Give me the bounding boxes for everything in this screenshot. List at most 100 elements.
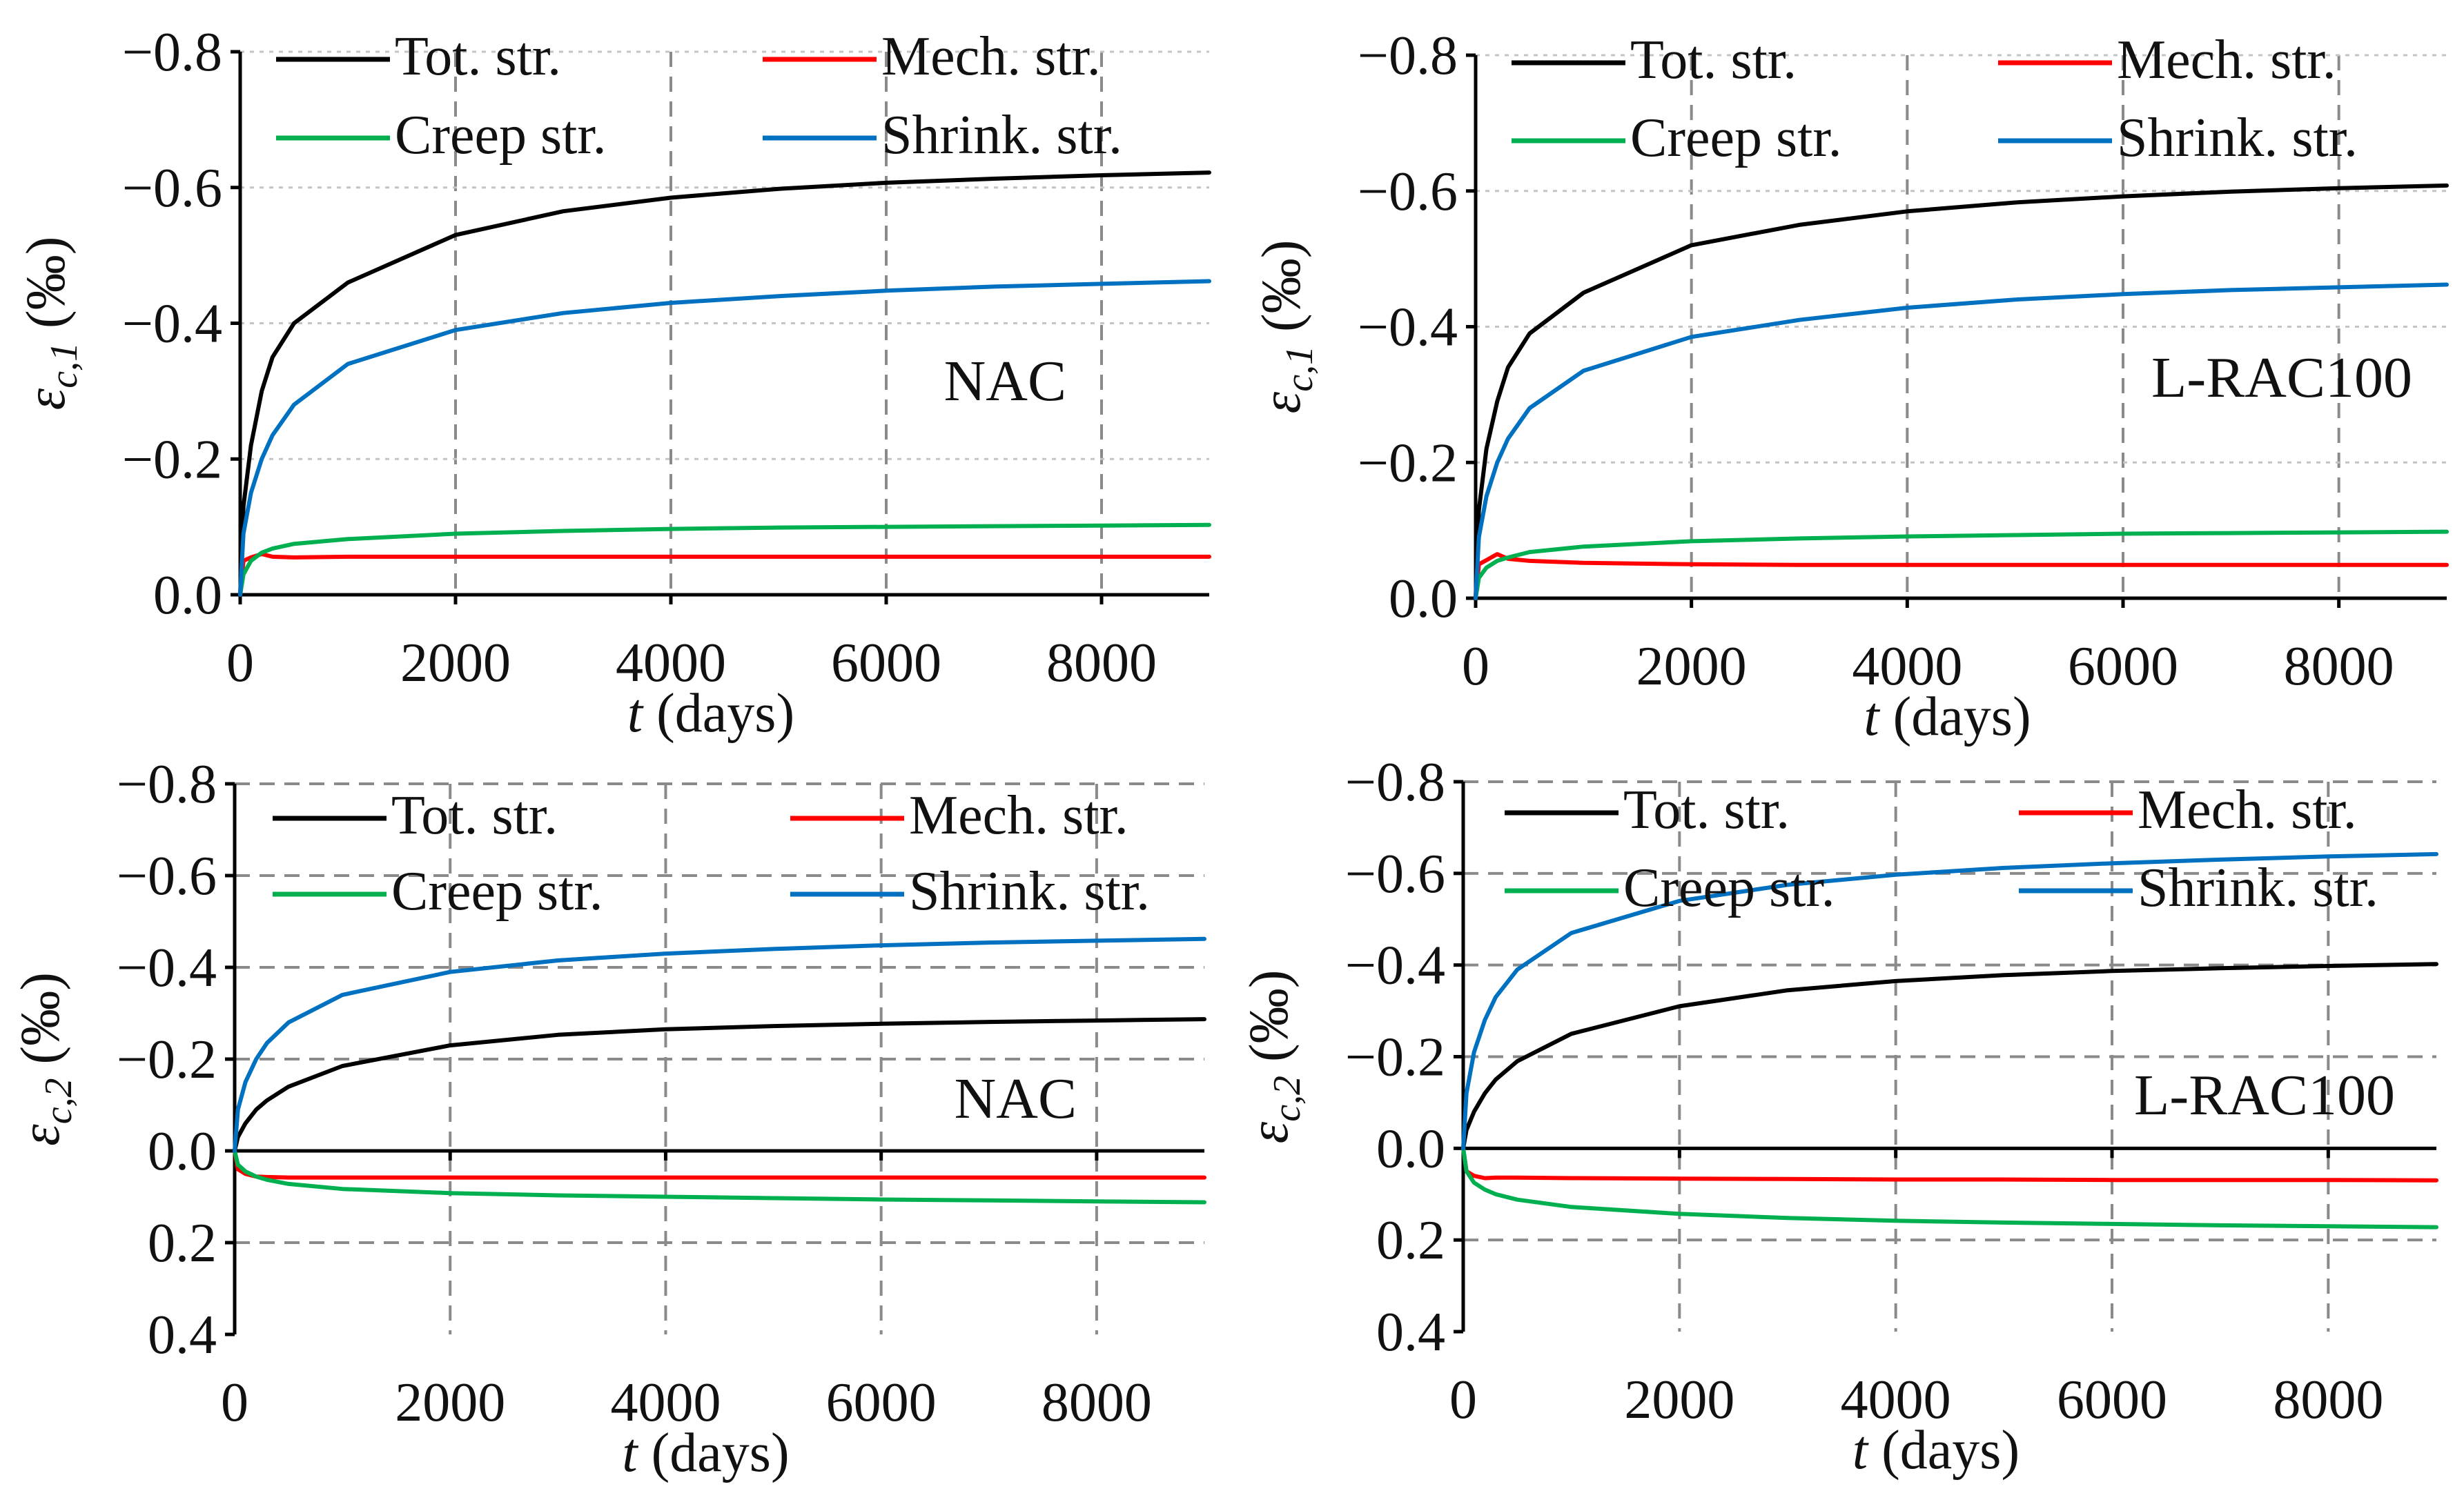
x-tick-label: 0: [226, 633, 254, 693]
series-line-tot-str: [1474, 183, 2449, 600]
x-tick-label: 8000: [1042, 1372, 1152, 1433]
legend-label: Shrink. str.: [2138, 858, 2378, 918]
series-line-creep-str: [233, 1149, 1206, 1205]
x-tick-label: 2000: [1636, 636, 1747, 697]
legend-label: Mech. str.: [881, 26, 1101, 87]
x-axis-label-unit: (days): [1879, 687, 2031, 747]
y-tick-label: −0.6: [1358, 161, 1458, 222]
x-tick-label: 2000: [400, 633, 511, 693]
chart-panel-top-left: 0.0 −0.2 −0.4 −0.6 −0.8 0 2000 4000 6000 8000 t (d…: [16, 22, 1211, 744]
x-axis-label-variable: t: [627, 683, 644, 744]
series-line-shrink-str: [233, 936, 1206, 1153]
y-tick-label: 0.0: [1376, 1118, 1445, 1179]
x-tick-label: 0: [221, 1372, 248, 1433]
y-tick-label: −0.2: [1345, 1027, 1445, 1088]
y-axis-label: εc,1 (‰): [1251, 240, 1321, 414]
series-line-tot-str: [1461, 962, 2438, 1151]
x-tick-label: 6000: [831, 633, 941, 693]
x-axis-label-variable: t: [1852, 1420, 1869, 1481]
y-axis-label-unit: (‰): [10, 972, 71, 1078]
x-tick-label: 0: [1449, 1370, 1477, 1430]
series-line-shrink-str: [238, 279, 1211, 597]
panel-annotation: NAC: [955, 1067, 1077, 1131]
y-tick-label: −0.4: [1345, 936, 1445, 996]
y-axis-label-subscript: c,2: [1266, 1076, 1309, 1122]
y-axis-label-subscript: c,1: [1278, 346, 1321, 392]
y-tick-label: −0.8: [1345, 752, 1445, 813]
legend-label: Tot. str.: [1623, 780, 1790, 840]
series-line-mech-str: [233, 1149, 1206, 1180]
legend-label: Mech. str.: [909, 785, 1128, 846]
y-tick-label: −0.6: [1345, 844, 1445, 905]
y-axis-label: εc,2 (‰): [10, 972, 80, 1146]
y-tick-label: −0.4: [122, 294, 222, 355]
x-tick-label: 4000: [1841, 1370, 1951, 1430]
y-axis-label: εc,1 (‰): [16, 237, 86, 411]
panel-annotation: L-RAC100: [2151, 346, 2412, 410]
series-line-tot-str: [238, 170, 1211, 597]
x-axis-label-unit: (days): [638, 1423, 790, 1483]
x-axis-label: t (days): [622, 1423, 789, 1483]
series-line-mech-str: [238, 552, 1211, 597]
x-axis-label: t (days): [1852, 1420, 2020, 1481]
panel-annotation: L-RAC100: [2134, 1063, 2395, 1127]
x-axis-label-unit: (days): [643, 683, 794, 744]
legend-label: Tot. str.: [395, 26, 561, 87]
legend-label: Creep str.: [391, 861, 603, 922]
legend-label: Mech. str.: [2138, 780, 2357, 840]
x-tick-label: 2000: [395, 1372, 505, 1433]
y-tick-label: −0.8: [122, 22, 222, 83]
x-tick-label: 6000: [826, 1372, 937, 1433]
y-tick-label: 0.0: [153, 565, 222, 626]
series-line-shrink-str: [1474, 282, 2449, 600]
y-tick-label: −0.4: [117, 938, 217, 998]
series-line-shrink-str: [1461, 851, 2438, 1151]
x-tick-label: 4000: [1852, 636, 1962, 697]
y-axis-label: εc,2 (‰): [1239, 970, 1309, 1144]
chart-panel-bottom-right: 0.4 0.2 0.0 −0.2 −0.4 −0.6 −0.8 0 2000 4000 6000 80…: [1239, 752, 2438, 1481]
y-tick-label: 0.2: [1376, 1210, 1445, 1271]
x-tick-label: 0: [1462, 636, 1489, 697]
y-tick-label: 0.0: [148, 1121, 217, 1182]
legend-label: Mech. str.: [2117, 30, 2336, 90]
y-axis-label-unit: (‰): [16, 237, 77, 342]
x-tick-label: 8000: [1046, 633, 1157, 693]
legend-label: Shrink. str.: [909, 861, 1150, 922]
chart-panel-top-right: 0.0 −0.2 −0.4 −0.6 −0.8 0 2000 4000 6000 8000 t (d…: [1251, 26, 2449, 747]
y-axis-label-symbol: ε: [1239, 1121, 1300, 1143]
y-axis-label-symbol: ε: [16, 388, 77, 410]
y-tick-label: −0.2: [1358, 433, 1458, 493]
x-tick-label: 8000: [2273, 1370, 2383, 1430]
x-axis-label-variable: t: [622, 1423, 638, 1483]
legend-label: Shrink. str.: [2117, 108, 2358, 168]
y-tick-label: −0.8: [117, 754, 217, 815]
x-tick-label: 8000: [2284, 636, 2394, 697]
series-line-mech-str: [1474, 552, 2449, 600]
y-axis-label-unit: (‰): [1239, 970, 1300, 1076]
series-line-creep-str: [1474, 529, 2449, 600]
y-tick-label: 0.2: [148, 1213, 217, 1274]
series-line-tot-str: [233, 1017, 1206, 1153]
y-axis-label-symbol: ε: [1251, 391, 1312, 413]
legend-label: Creep str.: [1630, 108, 1842, 168]
panel-annotation: NAC: [944, 349, 1066, 413]
y-tick-label: −0.2: [122, 429, 222, 490]
y-tick-label: −0.2: [117, 1029, 217, 1090]
x-tick-label: 6000: [2057, 1370, 2167, 1430]
legend-label: Shrink. str.: [881, 105, 1122, 166]
legend-label: Tot. str.: [391, 785, 558, 846]
y-tick-label: −0.4: [1358, 297, 1458, 358]
series-line-mech-str: [1461, 1146, 2438, 1183]
y-axis-label-subscript: c,1: [43, 342, 86, 388]
x-axis-label-unit: (days): [1868, 1420, 2020, 1481]
x-axis-label: t (days): [627, 683, 794, 744]
x-tick-label: 2000: [1624, 1370, 1734, 1430]
legend-label: Creep str.: [395, 105, 607, 166]
y-axis-label-symbol: ε: [10, 1124, 71, 1146]
y-tick-label: −0.6: [122, 158, 222, 219]
y-tick-label: 0.4: [1376, 1302, 1445, 1363]
y-tick-label: −0.8: [1358, 26, 1458, 86]
series-line-creep-str: [238, 522, 1211, 597]
x-tick-label: 6000: [2068, 636, 2178, 697]
chart-panel-bottom-left: 0.4 0.2 0.0 −0.2 −0.4 −0.6 −0.8 0 2000 4000 6000 80…: [10, 754, 1206, 1483]
